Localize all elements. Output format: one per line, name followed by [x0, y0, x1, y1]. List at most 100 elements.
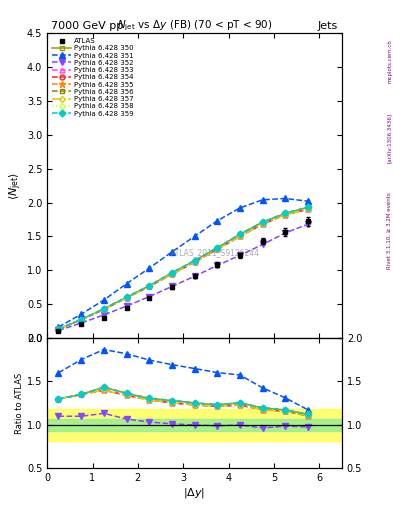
- Pythia 6.428 355: [124, 294, 129, 301]
- Pythia 6.428 354: [237, 233, 242, 240]
- Pythia 6.428 350: [237, 231, 242, 238]
- Pythia 6.428 358: [56, 326, 61, 332]
- Pythia 6.428 356: [79, 316, 84, 323]
- Pythia 6.428 354: [260, 221, 265, 227]
- Line: Pythia 6.428 356: Pythia 6.428 356: [56, 205, 310, 332]
- Line: Pythia 6.428 351: Pythia 6.428 351: [56, 196, 311, 330]
- Pythia 6.428 351: [79, 311, 84, 317]
- Line: Pythia 6.428 355: Pythia 6.428 355: [55, 204, 311, 333]
- Pythia 6.428 351: [192, 233, 197, 240]
- Pythia 6.428 350: [124, 294, 129, 301]
- Pythia 6.428 358: [101, 306, 106, 312]
- Pythia 6.428 351: [169, 249, 174, 255]
- Bar: [47, 419, 342, 431]
- Pythia 6.428 357: [79, 316, 84, 323]
- Line: Pythia 6.428 359: Pythia 6.428 359: [56, 205, 310, 332]
- Pythia 6.428 357: [283, 211, 288, 218]
- X-axis label: $|\Delta y|$: $|\Delta y|$: [184, 486, 206, 500]
- Pythia 6.428 357: [147, 284, 152, 290]
- Pythia 6.428 355: [169, 270, 174, 276]
- Pythia 6.428 356: [305, 204, 310, 210]
- Pythia 6.428 358: [305, 204, 310, 210]
- Pythia 6.428 356: [237, 231, 242, 238]
- Pythia 6.428 353: [260, 221, 265, 227]
- Pythia 6.428 358: [124, 294, 129, 301]
- Pythia 6.428 352: [79, 320, 84, 326]
- Pythia 6.428 356: [192, 258, 197, 264]
- Pythia 6.428 351: [101, 297, 106, 303]
- Pythia 6.428 359: [215, 245, 220, 251]
- Line: Pythia 6.428 358: Pythia 6.428 358: [57, 205, 310, 331]
- Pythia 6.428 357: [101, 306, 106, 312]
- Pythia 6.428 356: [56, 326, 61, 332]
- Pythia 6.428 352: [260, 242, 265, 248]
- Pythia 6.428 357: [169, 271, 174, 278]
- Pythia 6.428 353: [56, 326, 61, 332]
- Pythia 6.428 355: [260, 219, 265, 225]
- Pythia 6.428 351: [147, 265, 152, 271]
- Pythia 6.428 358: [79, 316, 84, 323]
- Title: $N_{\rm jet}$ vs $\Delta y$ (FB) (70 < pT < 90): $N_{\rm jet}$ vs $\Delta y$ (FB) (70 < p…: [117, 19, 272, 33]
- Pythia 6.428 354: [124, 295, 129, 301]
- Pythia 6.428 351: [260, 197, 265, 203]
- Pythia 6.428 356: [260, 219, 265, 225]
- Pythia 6.428 359: [56, 326, 61, 332]
- Pythia 6.428 357: [305, 206, 310, 212]
- Pythia 6.428 359: [79, 316, 84, 323]
- Pythia 6.428 354: [56, 326, 61, 332]
- Pythia 6.428 358: [169, 270, 174, 276]
- Pythia 6.428 357: [260, 221, 265, 227]
- Pythia 6.428 359: [237, 231, 242, 238]
- Pythia 6.428 357: [192, 259, 197, 265]
- Text: mcplots.cern.ch: mcplots.cern.ch: [387, 39, 392, 83]
- Pythia 6.428 350: [192, 258, 197, 264]
- Line: Pythia 6.428 354: Pythia 6.428 354: [56, 207, 310, 332]
- Pythia 6.428 357: [56, 326, 61, 332]
- Pythia 6.428 352: [56, 327, 61, 333]
- Pythia 6.428 358: [192, 258, 197, 264]
- Pythia 6.428 359: [124, 294, 129, 301]
- Pythia 6.428 350: [215, 245, 220, 251]
- Pythia 6.428 359: [101, 306, 106, 312]
- Pythia 6.428 355: [215, 245, 220, 251]
- Pythia 6.428 357: [124, 295, 129, 301]
- Pythia 6.428 350: [79, 316, 84, 323]
- Line: Pythia 6.428 350: Pythia 6.428 350: [56, 205, 310, 332]
- Pythia 6.428 352: [237, 252, 242, 259]
- Line: Pythia 6.428 357: Pythia 6.428 357: [57, 207, 310, 331]
- Y-axis label: $\langle N_{\mathrm{jet}}\rangle$: $\langle N_{\mathrm{jet}}\rangle$: [7, 172, 24, 200]
- Pythia 6.428 353: [283, 211, 288, 218]
- Pythia 6.428 355: [101, 306, 106, 312]
- Pythia 6.428 358: [260, 219, 265, 225]
- Pythia 6.428 352: [169, 284, 174, 290]
- Text: 7000 GeV pp: 7000 GeV pp: [51, 20, 123, 31]
- Pythia 6.428 358: [147, 283, 152, 289]
- Pythia 6.428 352: [305, 221, 310, 227]
- Pythia 6.428 354: [147, 284, 152, 290]
- Pythia 6.428 355: [56, 326, 61, 332]
- Pythia 6.428 359: [305, 204, 310, 210]
- Text: [arXiv:1306.3436]: [arXiv:1306.3436]: [387, 113, 392, 163]
- Pythia 6.428 353: [192, 259, 197, 265]
- Pythia 6.428 351: [305, 198, 310, 204]
- Line: Pythia 6.428 352: Pythia 6.428 352: [56, 221, 311, 333]
- Pythia 6.428 353: [305, 206, 310, 212]
- Pythia 6.428 352: [101, 312, 106, 318]
- Pythia 6.428 353: [79, 316, 84, 323]
- Pythia 6.428 352: [147, 293, 152, 300]
- Pythia 6.428 351: [124, 281, 129, 287]
- Text: Jets: Jets: [318, 20, 338, 31]
- Pythia 6.428 355: [237, 231, 242, 238]
- Y-axis label: Ratio to ATLAS: Ratio to ATLAS: [15, 373, 24, 434]
- Pythia 6.428 355: [147, 283, 152, 289]
- Bar: [47, 409, 342, 441]
- Pythia 6.428 350: [169, 270, 174, 276]
- Pythia 6.428 352: [283, 230, 288, 236]
- Pythia 6.428 354: [283, 211, 288, 218]
- Pythia 6.428 354: [305, 206, 310, 212]
- Pythia 6.428 354: [101, 306, 106, 312]
- Pythia 6.428 357: [215, 246, 220, 252]
- Pythia 6.428 353: [101, 306, 106, 312]
- Pythia 6.428 351: [215, 218, 220, 224]
- Pythia 6.428 355: [79, 316, 84, 323]
